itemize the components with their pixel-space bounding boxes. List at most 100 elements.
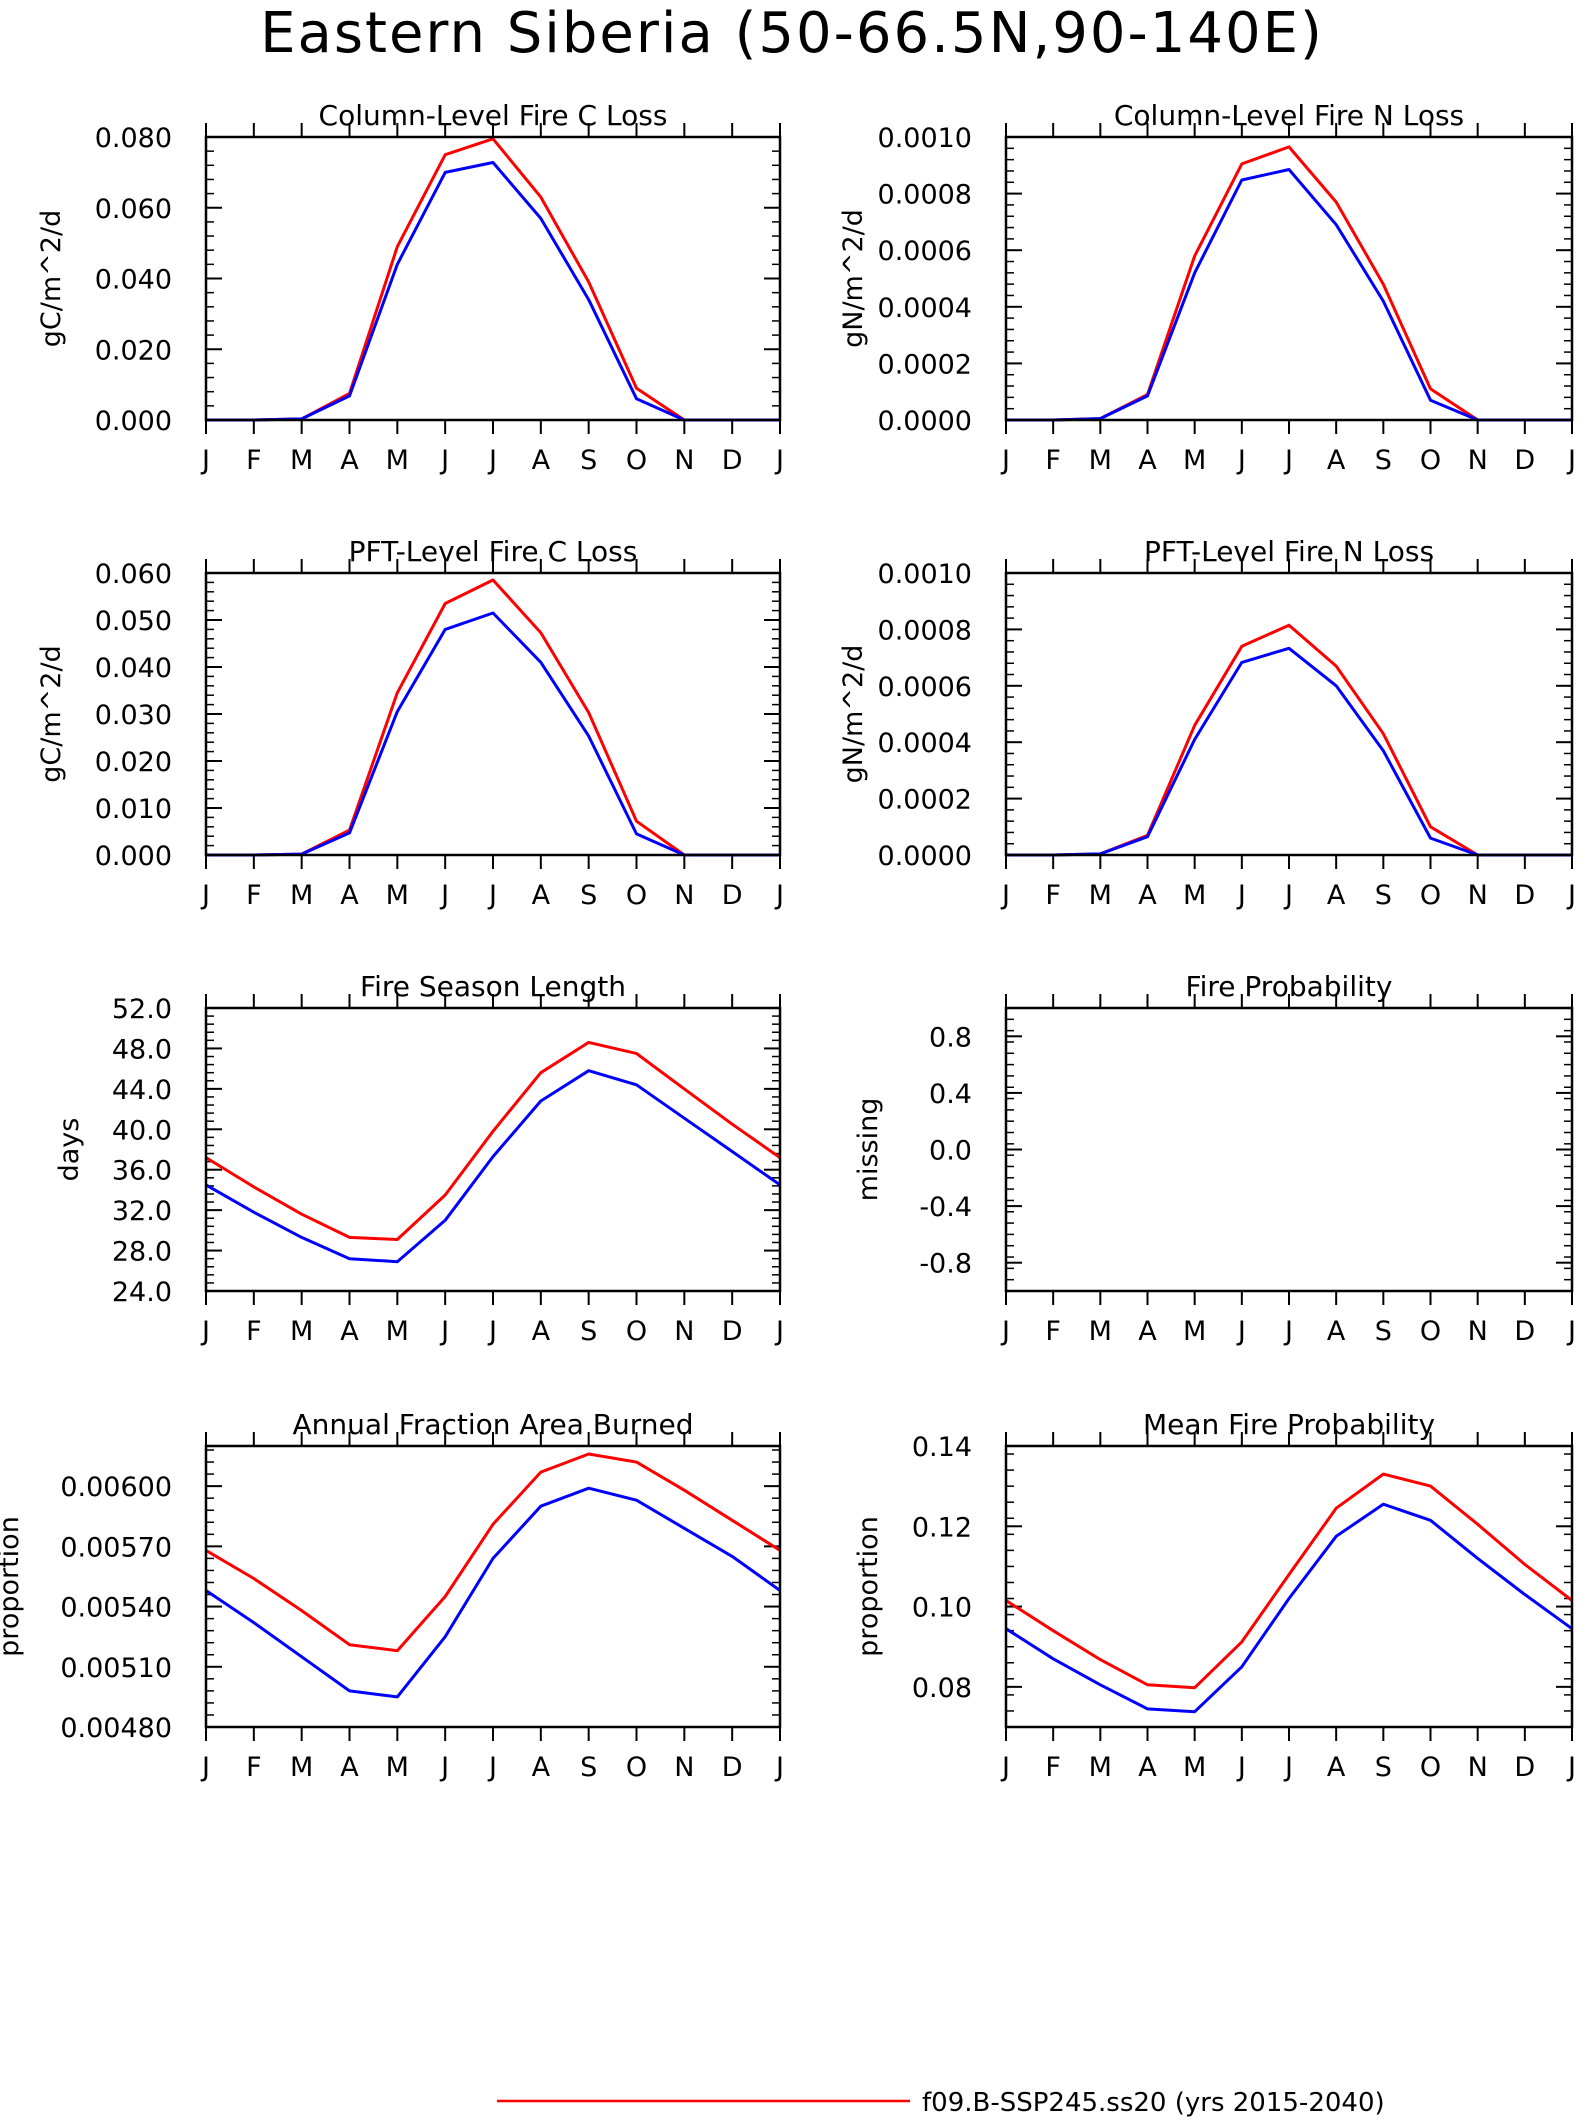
y-tick-label: 0.0000 — [878, 841, 972, 872]
x-tick-label: J — [1283, 1316, 1293, 1347]
series-line-0 — [1006, 145, 1572, 422]
series-line-1 — [1006, 646, 1572, 857]
x-tick-label: D — [1514, 880, 1535, 911]
series-line-0 — [206, 578, 780, 857]
series-line-1 — [1006, 168, 1572, 422]
x-tick-label: N — [674, 880, 694, 911]
x-tick-label: D — [1514, 1316, 1535, 1347]
legend-label: f09.B-SSP245.ss20 (yrs 2015-2040) — [922, 2088, 1385, 2118]
x-tick-label: D — [722, 1316, 743, 1347]
x-tick-label: J — [1566, 445, 1576, 476]
plot-frame — [204, 1006, 782, 1293]
x-tick-label: S — [580, 445, 597, 476]
y-axis-label: gN/m^2/d — [838, 645, 869, 784]
x-tick-label: F — [246, 880, 262, 911]
y-tick-label: 36.0 — [112, 1156, 172, 1187]
x-tick-label: A — [532, 1316, 551, 1347]
x-tick-label: M — [290, 445, 313, 476]
series-line-0 — [205, 1452, 781, 1653]
series-line-0 — [205, 1040, 781, 1241]
x-tick-label: F — [246, 1752, 262, 1783]
x-tick-label: M — [1183, 445, 1206, 476]
y-tick-label: 0.0008 — [878, 615, 972, 646]
x-tick-label: D — [722, 445, 743, 476]
x-tick-label: M — [386, 1316, 409, 1347]
x-tick-label: A — [340, 1316, 359, 1347]
x-tick-label: M — [386, 880, 409, 911]
y-tick-label: 0.0 — [929, 1136, 972, 1167]
x-tick-label: A — [532, 1752, 551, 1783]
x-tick-label: A — [340, 445, 359, 476]
x-tick-label: O — [1420, 445, 1441, 476]
y-tick-label: 0.00510 — [60, 1653, 172, 1684]
y-tick-label: 32.0 — [112, 1196, 172, 1227]
x-tick-label: M — [1089, 880, 1112, 911]
series-line-1 — [205, 1069, 781, 1264]
x-tick-label: S — [1375, 1316, 1392, 1347]
x-tick-label: A — [1327, 880, 1346, 911]
x-tick-label: D — [722, 1752, 743, 1783]
plot-frame — [1004, 1006, 1574, 1293]
x-tick-label: O — [626, 880, 647, 911]
y-tick-label: 0.0004 — [878, 728, 972, 759]
y-tick-label: 52.0 — [112, 994, 172, 1025]
y-axis-label: days — [54, 1118, 85, 1182]
plot-frame — [204, 1444, 782, 1729]
y-tick-label: 0.0010 — [878, 123, 972, 154]
x-tick-label: J — [1283, 445, 1293, 476]
x-tick-label: A — [1327, 1316, 1346, 1347]
x-tick-label: M — [1183, 1752, 1206, 1783]
y-tick-label: 0.010 — [95, 794, 172, 825]
x-tick-label: J — [1000, 445, 1010, 476]
figure-title: Eastern Siberia (50-66.5N,90-140E) — [260, 1, 1324, 66]
y-tick-label: 0.040 — [95, 265, 172, 296]
x-tick-label: S — [580, 880, 597, 911]
y-axis-label: proportion — [0, 1516, 25, 1657]
x-tick-label: F — [1045, 445, 1061, 476]
y-tick-label: 0.08 — [912, 1673, 972, 1704]
x-tick-label: S — [1375, 880, 1392, 911]
x-tick-label: O — [626, 445, 647, 476]
y-tick-label: 0.040 — [95, 653, 172, 684]
x-tick-label: S — [580, 1752, 597, 1783]
x-tick-label: J — [1236, 880, 1246, 911]
x-tick-label: J — [1283, 880, 1293, 911]
y-axis-label: gC/m^2/d — [36, 210, 67, 347]
x-tick-label: M — [290, 1752, 313, 1783]
y-tick-label: 0.020 — [95, 747, 172, 778]
series-line-0 — [1005, 1472, 1573, 1690]
y-tick-label: 0.4 — [929, 1079, 972, 1110]
x-tick-label: N — [674, 445, 694, 476]
y-tick-label: 40.0 — [112, 1115, 172, 1146]
y-tick-label: 0.00600 — [60, 1472, 172, 1503]
x-tick-label: J — [439, 880, 449, 911]
x-tick-label: J — [200, 880, 210, 911]
x-tick-label: J — [1236, 1752, 1246, 1783]
x-tick-label: J — [1283, 1752, 1293, 1783]
y-tick-label: 0.0006 — [878, 672, 972, 703]
x-tick-label: J — [1000, 1316, 1010, 1347]
x-tick-label: N — [674, 1752, 694, 1783]
y-tick-label: 0.10 — [912, 1593, 972, 1624]
y-tick-label: 0.12 — [912, 1512, 972, 1543]
x-tick-label: A — [340, 880, 359, 911]
y-tick-label: 0.0002 — [878, 349, 972, 380]
x-tick-label: J — [1566, 1316, 1576, 1347]
x-tick-label: A — [1138, 880, 1157, 911]
series-line-1 — [206, 161, 780, 422]
plot-frame — [1004, 1444, 1574, 1729]
series-line-0 — [206, 137, 780, 422]
x-tick-label: J — [200, 1752, 210, 1783]
y-tick-label: 0.000 — [95, 406, 172, 437]
x-tick-label: J — [1000, 880, 1010, 911]
y-tick-label: -0.8 — [919, 1249, 972, 1280]
chart-panel-3: PFT-Level Fire N LossgN/m^2/d0.00000.000… — [838, 535, 1576, 911]
x-tick-label: J — [487, 445, 497, 476]
panels-group: Column-Level Fire C LossgC/m^2/d0.0000.0… — [0, 99, 1576, 1783]
chart-panel-4: Fire Season Lengthdays24.028.032.036.040… — [54, 970, 784, 1347]
x-tick-label: S — [1375, 1752, 1392, 1783]
y-tick-label: 0.14 — [912, 1432, 972, 1463]
x-tick-label: J — [487, 1752, 497, 1783]
y-tick-label: 28.0 — [112, 1237, 172, 1268]
x-tick-label: J — [439, 1752, 449, 1783]
